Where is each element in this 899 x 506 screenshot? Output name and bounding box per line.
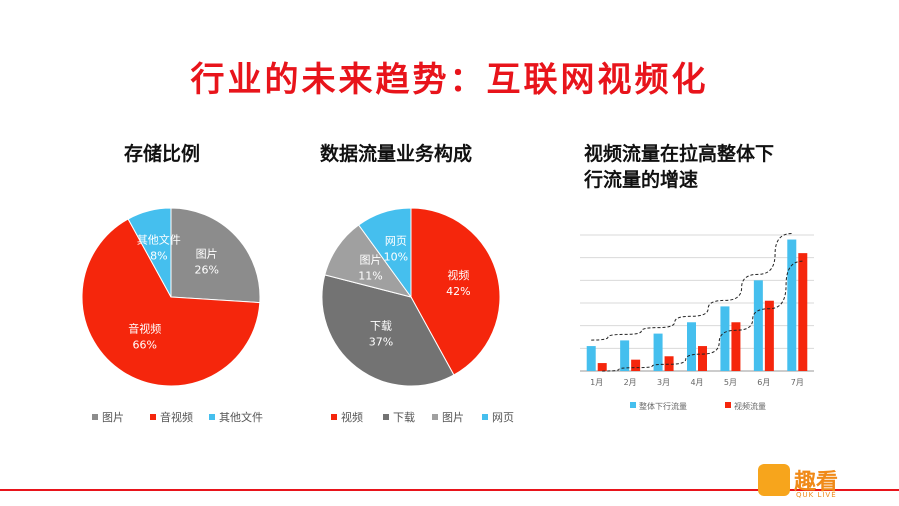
slice-label-下载: 下载 xyxy=(370,320,392,333)
slice-pct-其他文件: 8% xyxy=(150,250,167,263)
x-tick-label-5月: 5月 xyxy=(724,378,737,387)
slice-pct-视频: 42% xyxy=(446,285,470,298)
legend-swatch-音视频 xyxy=(150,414,156,420)
pie-slice-视频 xyxy=(410,207,501,376)
bar-视频流量-2月 xyxy=(631,359,641,371)
x-tick-label-2月: 2月 xyxy=(624,378,637,387)
bar-视频流量-1月 xyxy=(597,363,607,371)
legend-swatch-图片 xyxy=(432,414,438,420)
bar-视频流量-6月 xyxy=(764,300,774,371)
trendline-整体下行流量 xyxy=(591,233,792,341)
x-tick-label-7月: 7月 xyxy=(791,378,804,387)
pie-chart-1: 图片 26% 音视频 66% 其他文件 8% xyxy=(81,207,261,387)
legend-label-网页: 网页 xyxy=(492,411,514,424)
chart-title-traffic: 数据流量业务构成 xyxy=(320,143,473,165)
slice-pct-图片: 26% xyxy=(194,263,218,276)
legend-swatch-图片 xyxy=(92,414,98,420)
chart-title-growth: 视频流量在拉高整体下 行流量的增速 xyxy=(584,141,774,193)
brand-logo-subtext: QUK LIVE xyxy=(796,491,837,499)
x-tick-label-6月: 6月 xyxy=(757,378,770,387)
chart-title-growth-line-2: 行流量的增速 xyxy=(584,169,699,191)
chart-title-growth-line-1: 视频流量在拉高整体下 xyxy=(584,143,775,165)
pie-chart-2: 视频 42% 下载 37% 图片 11% 网页 10% xyxy=(321,207,501,387)
bar-整体下行流量-4月 xyxy=(687,322,696,371)
pie-slice-图片 xyxy=(170,207,261,304)
legend-label-下载: 下载 xyxy=(393,411,415,424)
slice-label-图片: 图片 xyxy=(360,253,382,266)
bottom-divider xyxy=(0,489,899,491)
legend-label-视频流量: 视频流量 xyxy=(734,401,766,411)
pie-slice-网页 xyxy=(357,207,412,299)
bar-视频流量-7月 xyxy=(798,253,808,371)
slice-pct-音视频: 66% xyxy=(133,338,157,351)
bar-整体下行流量-5月 xyxy=(720,306,730,371)
slice-label-视频: 视频 xyxy=(447,268,469,282)
pie-slice-下载 xyxy=(321,274,455,387)
legend-swatch-其他文件 xyxy=(209,414,215,420)
x-tick-label-1月: 1月 xyxy=(590,378,603,387)
bar-视频流量-5月 xyxy=(731,322,741,371)
bar-整体下行流量-1月 xyxy=(586,346,596,371)
legend-swatch-下载 xyxy=(383,414,389,420)
bar-chart: 1月 2月 3月 4月 5月 6月 7月 xyxy=(580,233,814,387)
bar-视频流量-4月 xyxy=(698,346,707,371)
legend-swatch-视频 xyxy=(331,414,337,420)
trendline-视频流量 xyxy=(602,260,803,372)
brand-logo-text: 趣看 xyxy=(794,470,839,495)
legend-swatch-视频流量 xyxy=(725,402,731,408)
bar-整体下行流量-6月 xyxy=(753,280,763,371)
slice-pct-图片: 11% xyxy=(358,269,382,282)
legend-swatch-整体下行流量 xyxy=(630,402,636,408)
bar-legend: 整体下行流量 视频流量 xyxy=(630,401,766,411)
pie-legend-2: 视频 下载 图片 网页 xyxy=(331,410,514,424)
slide-title: 行业的未来趋势：互联网视频化 xyxy=(190,60,709,100)
slice-label-其他文件: 其他文件 xyxy=(137,233,181,247)
giraffe-logo-icon xyxy=(758,464,790,496)
bar-视频流量-3月 xyxy=(664,356,674,371)
legend-label-图片: 图片 xyxy=(102,411,124,424)
brand-logo: 趣看 QUK LIVE xyxy=(758,464,852,502)
slice-label-音视频: 音视频 xyxy=(128,321,161,335)
slice-label-图片: 图片 xyxy=(196,247,218,260)
legend-swatch-网页 xyxy=(482,414,488,420)
legend-label-整体下行流量: 整体下行流量 xyxy=(639,401,687,411)
slice-label-网页: 网页 xyxy=(385,234,407,247)
x-tick-label-4月: 4月 xyxy=(690,378,703,387)
legend-label-其他文件: 其他文件 xyxy=(219,410,263,424)
legend-label-视频: 视频 xyxy=(341,410,363,424)
legend-label-音视频: 音视频 xyxy=(160,410,193,424)
pie-slice-音视频 xyxy=(81,218,261,387)
bar-整体下行流量-7月 xyxy=(787,239,797,371)
slice-pct-网页: 10% xyxy=(384,250,408,263)
bar-整体下行流量-2月 xyxy=(620,340,630,371)
x-tick-label-3月: 3月 xyxy=(657,378,670,387)
legend-label-图片: 图片 xyxy=(442,411,464,424)
pie-slice-其他文件 xyxy=(127,207,172,298)
pie-legend-1: 图片 音视频 其他文件 xyxy=(92,410,263,424)
chart-title-storage: 存储比例 xyxy=(124,143,201,165)
slice-pct-下载: 37% xyxy=(369,336,393,349)
bar-整体下行流量-3月 xyxy=(653,333,663,371)
